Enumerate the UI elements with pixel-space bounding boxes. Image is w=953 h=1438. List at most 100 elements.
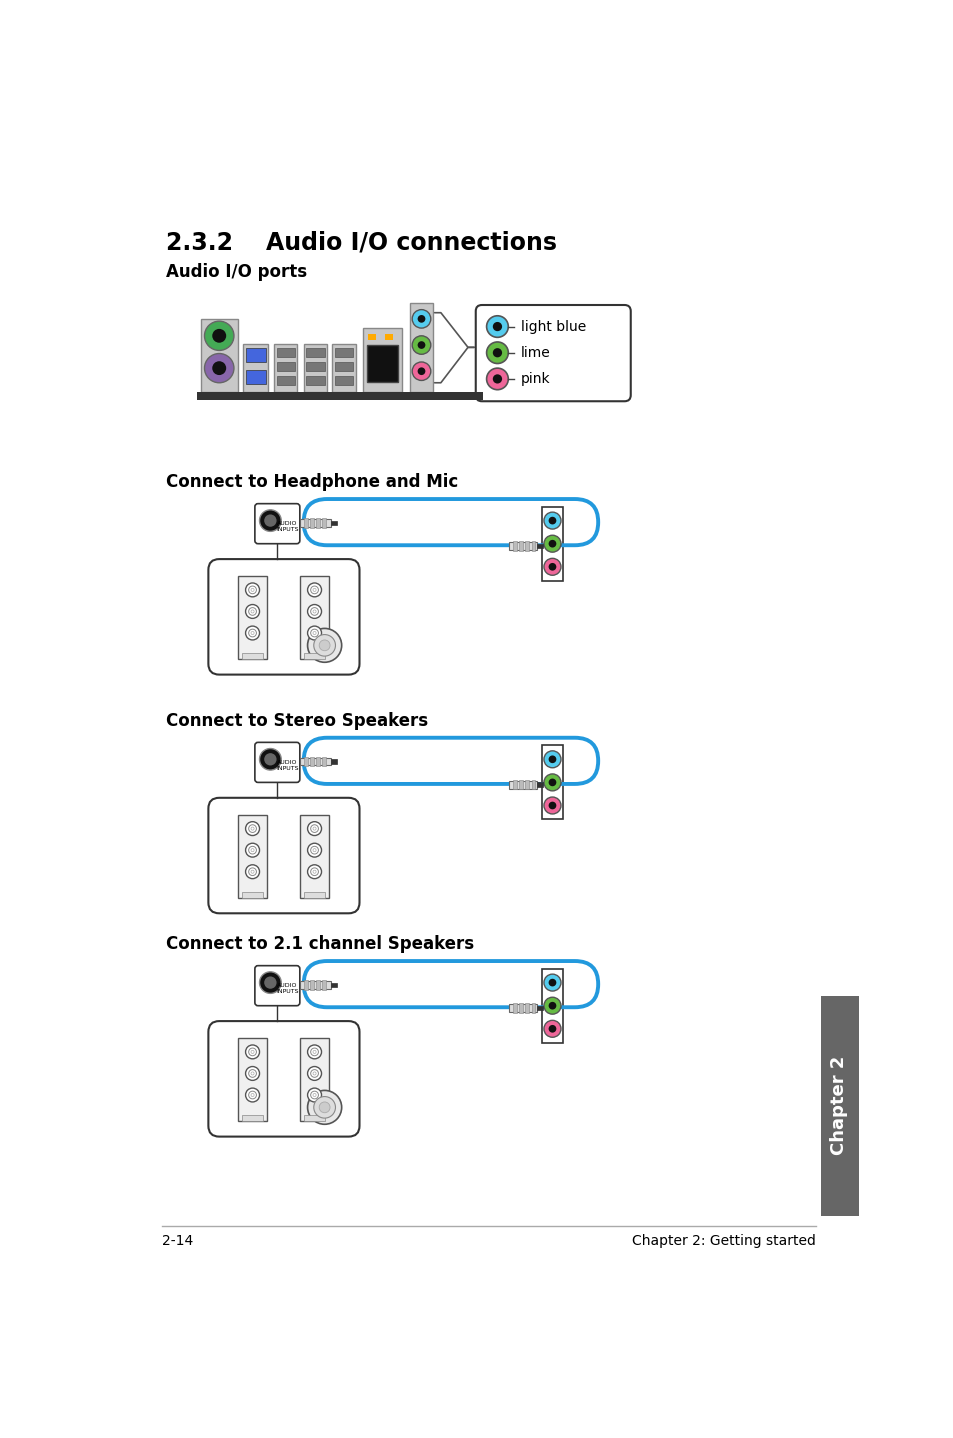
Circle shape bbox=[543, 974, 560, 991]
Circle shape bbox=[417, 315, 425, 322]
Bar bbox=[274, 344, 297, 393]
Bar bbox=[368, 334, 375, 341]
Circle shape bbox=[212, 329, 226, 342]
Bar bbox=[509, 1004, 537, 1012]
Circle shape bbox=[548, 539, 556, 548]
Circle shape bbox=[314, 634, 335, 656]
Bar bbox=[241, 892, 263, 897]
Circle shape bbox=[319, 1102, 330, 1113]
Circle shape bbox=[548, 801, 556, 810]
FancyBboxPatch shape bbox=[208, 559, 359, 674]
Circle shape bbox=[245, 1089, 259, 1102]
Circle shape bbox=[307, 628, 341, 663]
Bar bbox=[310, 756, 314, 766]
Bar bbox=[525, 541, 529, 551]
Text: Audio I/O ports: Audio I/O ports bbox=[166, 263, 307, 282]
Circle shape bbox=[543, 535, 560, 552]
Circle shape bbox=[307, 1089, 321, 1102]
Circle shape bbox=[212, 361, 226, 375]
Bar bbox=[303, 344, 327, 393]
Circle shape bbox=[307, 626, 321, 640]
Circle shape bbox=[264, 515, 276, 526]
Bar bbox=[335, 362, 353, 371]
Circle shape bbox=[264, 976, 276, 989]
Bar bbox=[335, 348, 353, 358]
Bar bbox=[331, 982, 336, 988]
Circle shape bbox=[307, 582, 321, 597]
Bar bbox=[303, 981, 307, 989]
Circle shape bbox=[486, 342, 508, 364]
Bar bbox=[299, 519, 331, 526]
Text: 2-14: 2-14 bbox=[162, 1234, 193, 1248]
Circle shape bbox=[245, 864, 259, 879]
Bar bbox=[245, 370, 266, 384]
Circle shape bbox=[259, 972, 281, 994]
Circle shape bbox=[319, 640, 330, 651]
Bar bbox=[331, 521, 336, 525]
Circle shape bbox=[204, 354, 233, 383]
Circle shape bbox=[493, 322, 501, 331]
Circle shape bbox=[543, 997, 560, 1014]
Circle shape bbox=[307, 864, 321, 879]
Bar bbox=[196, 393, 483, 400]
Circle shape bbox=[543, 558, 560, 575]
FancyBboxPatch shape bbox=[476, 305, 630, 401]
Bar bbox=[315, 518, 319, 528]
Bar bbox=[237, 1038, 267, 1122]
Circle shape bbox=[245, 1045, 259, 1058]
Circle shape bbox=[264, 754, 276, 765]
Bar bbox=[310, 518, 314, 528]
Circle shape bbox=[307, 843, 321, 857]
Text: Connect to Stereo Speakers: Connect to Stereo Speakers bbox=[166, 712, 428, 729]
Circle shape bbox=[417, 367, 425, 375]
Circle shape bbox=[307, 1090, 341, 1125]
Circle shape bbox=[245, 821, 259, 835]
Bar bbox=[237, 577, 267, 659]
Bar bbox=[332, 344, 355, 393]
Bar bbox=[509, 781, 537, 788]
Bar bbox=[303, 518, 307, 528]
Bar bbox=[243, 344, 268, 393]
Text: 2.3.2    Audio I/O connections: 2.3.2 Audio I/O connections bbox=[166, 230, 557, 255]
Circle shape bbox=[548, 1002, 556, 1009]
Bar bbox=[509, 542, 537, 549]
Circle shape bbox=[245, 604, 259, 618]
Bar bbox=[820, 997, 858, 1217]
Bar bbox=[385, 334, 393, 341]
Circle shape bbox=[307, 1067, 321, 1080]
Circle shape bbox=[259, 749, 281, 771]
Text: Chapter 2: Getting started: Chapter 2: Getting started bbox=[632, 1234, 815, 1248]
Bar bbox=[303, 1114, 325, 1122]
Circle shape bbox=[543, 774, 560, 791]
Bar bbox=[531, 779, 535, 789]
Bar bbox=[303, 892, 325, 897]
Circle shape bbox=[543, 751, 560, 768]
Text: pink: pink bbox=[520, 372, 550, 385]
Bar bbox=[513, 1004, 517, 1012]
Bar bbox=[276, 348, 294, 358]
FancyBboxPatch shape bbox=[254, 503, 299, 544]
Circle shape bbox=[486, 368, 508, 390]
Bar bbox=[537, 544, 542, 548]
Bar bbox=[306, 348, 324, 358]
Bar bbox=[310, 981, 314, 989]
Bar bbox=[525, 779, 529, 789]
Circle shape bbox=[245, 626, 259, 640]
Bar bbox=[541, 506, 562, 581]
Bar bbox=[322, 756, 326, 766]
Bar bbox=[541, 969, 562, 1043]
Bar bbox=[531, 1004, 535, 1012]
Circle shape bbox=[548, 1025, 556, 1032]
Text: AUDIO
INPUTS: AUDIO INPUTS bbox=[275, 521, 298, 532]
Bar bbox=[200, 319, 237, 393]
Bar bbox=[525, 1004, 529, 1012]
Circle shape bbox=[417, 341, 425, 349]
Circle shape bbox=[543, 797, 560, 814]
Circle shape bbox=[307, 1045, 321, 1058]
Bar bbox=[241, 1114, 263, 1122]
Bar bbox=[537, 1005, 542, 1011]
Bar bbox=[322, 518, 326, 528]
Circle shape bbox=[548, 562, 556, 571]
Text: lime: lime bbox=[520, 345, 550, 360]
Bar bbox=[331, 759, 336, 764]
